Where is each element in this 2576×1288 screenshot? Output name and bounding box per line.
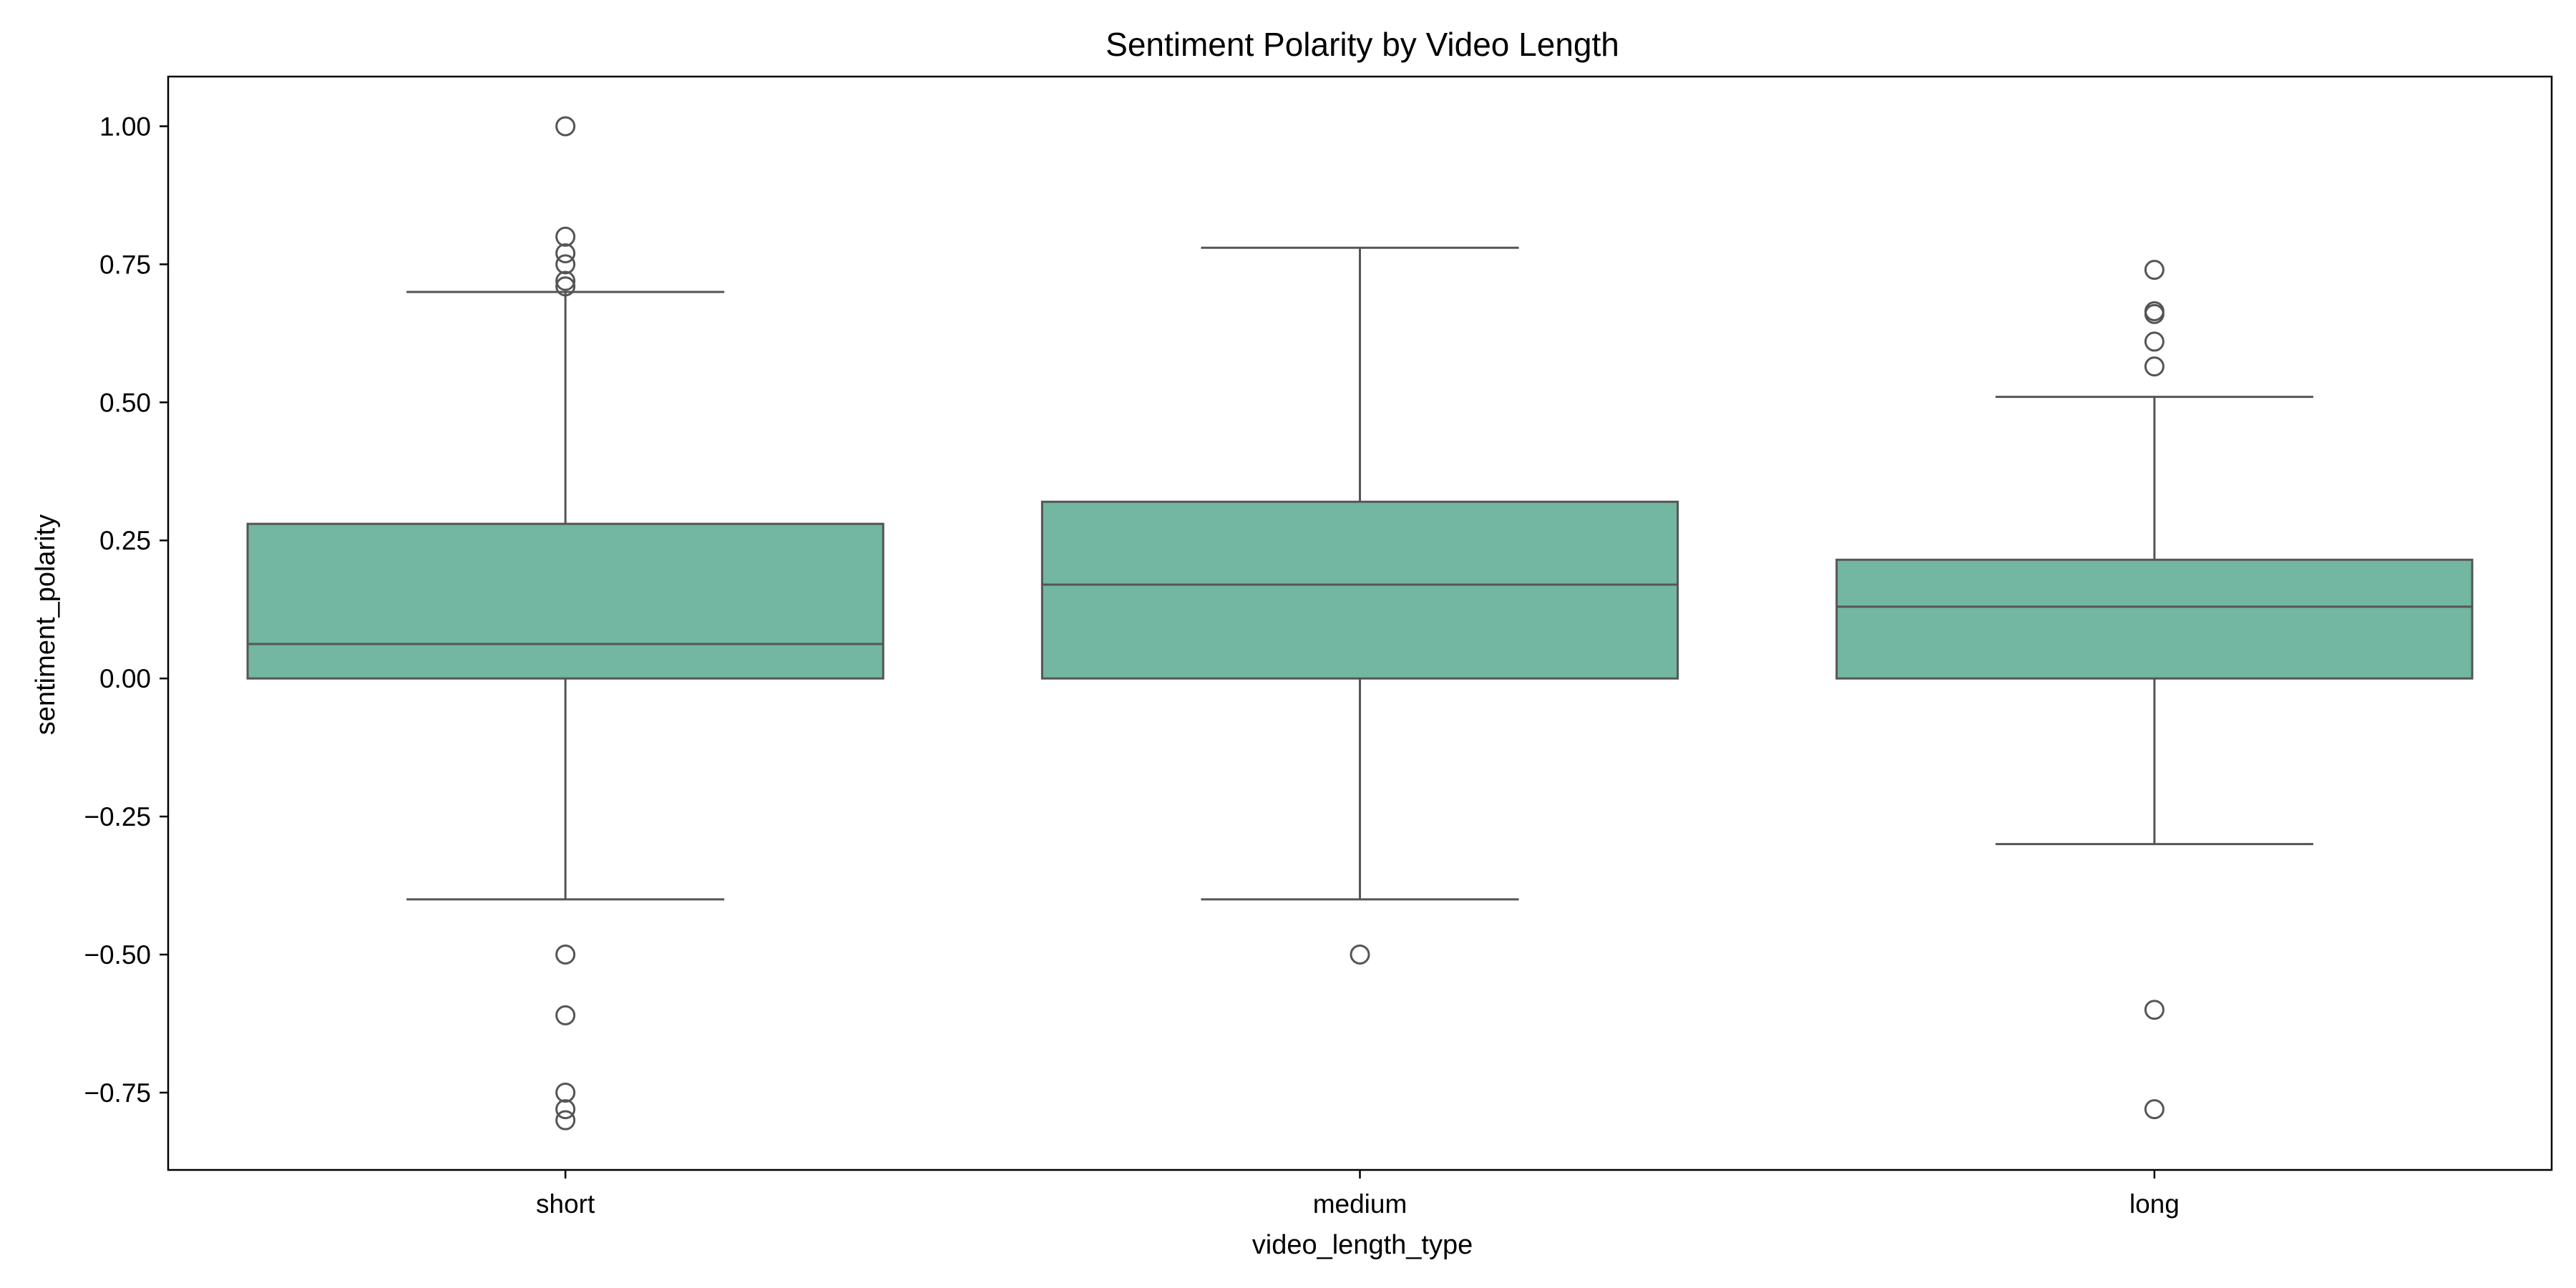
- x-axis-label: video_length_type: [1252, 1230, 1473, 1260]
- plot-area: [246, 116, 2474, 1131]
- outlier-point-short: [555, 1005, 576, 1025]
- y-tick-label: 0.50: [99, 388, 151, 417]
- box-medium: [1040, 500, 1679, 680]
- outlier-point-short: [555, 1082, 576, 1103]
- y-tick-label: −0.75: [84, 1078, 151, 1108]
- y-tick-label: 0.00: [99, 664, 151, 693]
- y-tick-label: 0.75: [99, 250, 151, 279]
- box-short: [246, 522, 884, 680]
- x-tick-label-medium: medium: [1313, 1189, 1407, 1219]
- x-tick-label-short: short: [536, 1189, 595, 1219]
- outlier-point-short: [555, 226, 576, 247]
- outlier-point-long: [2144, 356, 2165, 377]
- outlier-point-long: [2144, 260, 2165, 280]
- outlier-point-short: [555, 116, 576, 137]
- outlier-point-short: [555, 270, 576, 291]
- outlier-point-long: [2144, 303, 2165, 324]
- y-tick-label: 1.00: [99, 112, 151, 141]
- outlier-point-short: [555, 945, 576, 965]
- outlier-point-long: [2144, 331, 2165, 352]
- outlier-point-short: [555, 254, 576, 275]
- y-axis: −0.75 −0.50 −0.25 0.00 0.25 0.50 0.75 1.00: [84, 112, 168, 1108]
- outlier-point-short: [555, 276, 576, 297]
- box-long: [1835, 558, 2474, 680]
- y-tick-label: −0.50: [84, 940, 151, 970]
- outlier-point-short: [555, 1110, 576, 1131]
- y-tick-label: −0.25: [84, 802, 151, 831]
- chart-title: Sentiment Polarity by Video Length: [1106, 26, 1619, 63]
- x-tick-label-long: long: [2129, 1189, 2180, 1219]
- y-axis-label: sentiment_polarity: [31, 514, 61, 735]
- outlier-point-long: [2144, 1000, 2165, 1020]
- outlier-point-long: [2144, 1099, 2165, 1120]
- y-tick-label: 0.25: [99, 526, 151, 555]
- outlier-point-medium: [1350, 945, 1370, 965]
- outlier-point-short: [555, 1099, 576, 1120]
- x-axis: short medium long: [536, 1170, 2180, 1219]
- outlier-point-short: [555, 243, 576, 263]
